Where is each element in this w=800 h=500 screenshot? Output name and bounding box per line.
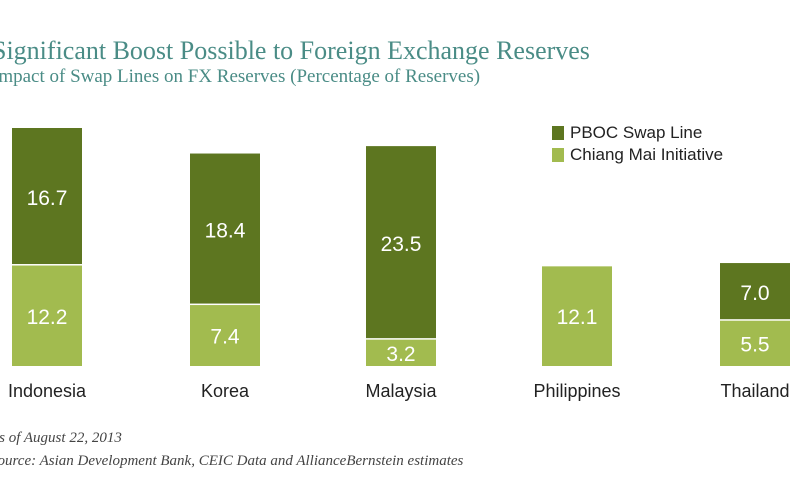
bar-thailand-chiang-mai-initiative	[720, 320, 790, 366]
data-label: 12.1	[557, 306, 598, 329]
chart-subtitle: Impact of Swap Lines on FX Reserves (Per…	[0, 66, 481, 87]
data-label: 7.0	[740, 282, 769, 305]
data-label: 5.5	[740, 333, 769, 356]
date-note: As of August 22, 2013	[0, 430, 122, 446]
data-label: 18.4	[205, 219, 246, 242]
x-axis-labels: Indonesia Korea Malaysia Philippines Thailan…	[8, 381, 790, 401]
bar-philippines-chiang-mai-initiative	[542, 266, 612, 366]
bar-thailand-pboc-swap-line	[720, 263, 790, 320]
bar-malaysia-pboc-swap-line	[366, 146, 436, 339]
bars-layer: 12.2 16.7 7.4 18.4 3.2 23.5 12.1 5.5 7.0	[12, 128, 790, 366]
source-note: Source: Asian Development Bank, CEIC Dat…	[0, 453, 464, 469]
bar-korea-chiang-mai-initiative	[190, 305, 260, 366]
data-label: 7.4	[210, 326, 240, 349]
x-axis-label: Malaysia	[365, 381, 437, 401]
bar-korea-pboc-swap-line	[190, 153, 260, 304]
bar-malaysia-chiang-mai-initiative	[366, 339, 436, 366]
bar-indonesia-chiang-mai-initiative	[12, 265, 82, 366]
x-axis-label: Thailand	[720, 381, 789, 401]
bar-indonesia-pboc-swap-line	[12, 128, 82, 265]
data-label: 16.7	[27, 187, 68, 210]
data-label: 3.2	[386, 343, 415, 366]
x-axis-label: Philippines	[533, 381, 620, 401]
x-axis-label: Korea	[201, 381, 250, 401]
data-label: 23.5	[381, 233, 422, 256]
legend: PBOC Swap Line Chiang Mai Initiative	[552, 123, 723, 164]
legend-label: Chiang Mai Initiative	[570, 145, 723, 164]
legend-swatch	[552, 148, 564, 162]
data-label: 12.2	[27, 306, 68, 329]
chart-title: Significant Boost Possible to Foreign Ex…	[0, 36, 590, 65]
legend-label: PBOC Swap Line	[570, 123, 702, 142]
legend-swatch	[552, 126, 564, 140]
x-axis-label: Indonesia	[8, 381, 87, 401]
